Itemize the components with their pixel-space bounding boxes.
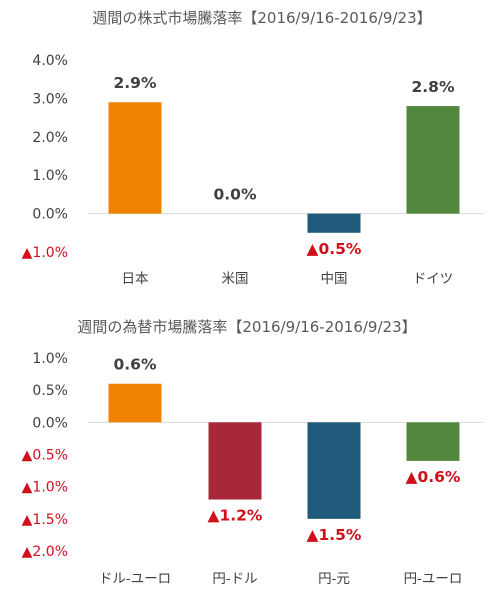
bar xyxy=(406,422,460,461)
y-tick-label: ▲1.0% xyxy=(22,480,68,496)
data-label: 2.8% xyxy=(412,78,455,96)
data-label: ▲0.6% xyxy=(406,468,461,486)
bar xyxy=(406,106,460,214)
category-label: ドイツ xyxy=(413,271,454,287)
data-label: 0.0% xyxy=(214,186,257,204)
data-label: 0.6% xyxy=(114,356,157,374)
category-label: 日本 xyxy=(122,271,149,287)
y-tick-label: 0.0% xyxy=(32,415,68,431)
chart-2: 週間の為替市場騰落率【2016/9/16-2016/9/23】 1.0% 0.5% 0… xyxy=(22,318,484,587)
category-label: 円-元 xyxy=(318,571,350,587)
data-label: ▲1.2% xyxy=(208,507,263,525)
y-tick-label: ▲0.5% xyxy=(22,448,68,464)
y-tick-label: ▲1.0% xyxy=(22,245,68,261)
bar xyxy=(208,422,262,500)
category-label: 円-ドル xyxy=(212,571,257,587)
y-tick-label: 0.5% xyxy=(32,383,68,399)
data-label: 2.9% xyxy=(114,74,157,92)
category-label: 円-ユーロ xyxy=(404,571,463,587)
data-label: ▲1.5% xyxy=(307,526,362,544)
y-tick-label: ▲2.0% xyxy=(22,544,68,560)
category-label: 米国 xyxy=(222,271,249,287)
y-tick-label: 1.0% xyxy=(32,351,68,367)
chart-1: 週間の株式市場騰落率【2016/9/16-2016/9/23】 4.0% 3.0% 2… xyxy=(22,9,484,287)
y-tick-label: 4.0% xyxy=(32,53,68,69)
bar xyxy=(307,422,361,519)
bar xyxy=(307,213,361,233)
y-tick-label: 0.0% xyxy=(32,207,68,223)
bar xyxy=(108,102,162,214)
data-label: ▲0.5% xyxy=(307,240,362,258)
chart-title: 週間の株式市場騰落率【2016/9/16-2016/9/23】 xyxy=(92,9,431,27)
y-tick-label: 3.0% xyxy=(32,91,68,107)
y-tick-label: ▲1.5% xyxy=(22,512,68,528)
y-tick-label: 2.0% xyxy=(32,130,68,146)
y-tick-label: 1.0% xyxy=(32,168,68,184)
category-label: 中国 xyxy=(321,271,348,287)
chart-title: 週間の為替市場騰落率【2016/9/16-2016/9/23】 xyxy=(77,318,416,336)
bar xyxy=(108,383,162,423)
category-label: ドル-ユーロ xyxy=(99,571,171,587)
